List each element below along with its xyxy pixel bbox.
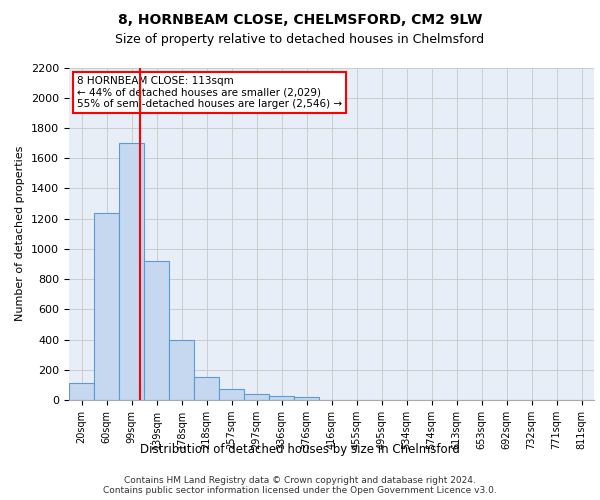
Bar — [244, 394, 269, 400]
Bar — [69, 384, 94, 400]
Bar — [119, 143, 144, 400]
Y-axis label: Number of detached properties: Number of detached properties — [16, 146, 25, 322]
Text: Contains HM Land Registry data © Crown copyright and database right 2024.
Contai: Contains HM Land Registry data © Crown c… — [103, 476, 497, 495]
Text: 8, HORNBEAM CLOSE, CHELMSFORD, CM2 9LW: 8, HORNBEAM CLOSE, CHELMSFORD, CM2 9LW — [118, 12, 482, 26]
Text: Size of property relative to detached houses in Chelmsford: Size of property relative to detached ho… — [115, 32, 485, 46]
Text: 8 HORNBEAM CLOSE: 113sqm
← 44% of detached houses are smaller (2,029)
55% of sem: 8 HORNBEAM CLOSE: 113sqm ← 44% of detach… — [77, 76, 342, 109]
Bar — [269, 396, 294, 400]
Bar — [169, 340, 194, 400]
Bar — [294, 397, 319, 400]
Bar — [194, 378, 219, 400]
Bar — [219, 390, 244, 400]
Bar — [144, 261, 169, 400]
Bar — [94, 212, 119, 400]
Text: Distribution of detached houses by size in Chelmsford: Distribution of detached houses by size … — [140, 442, 460, 456]
